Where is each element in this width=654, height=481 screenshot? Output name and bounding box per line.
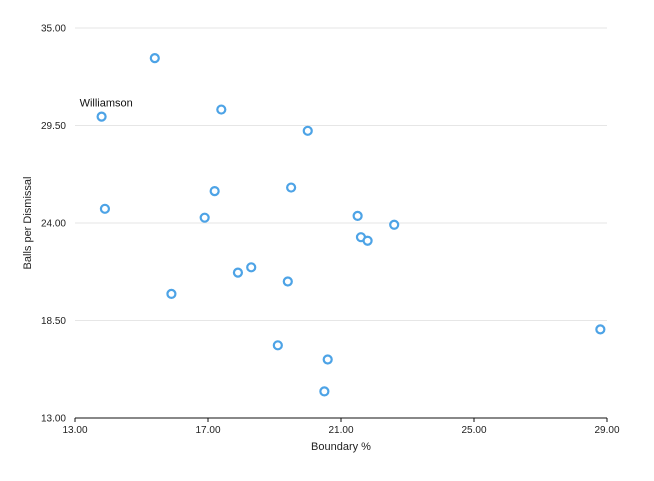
gridlines [75,27,607,321]
data-point [199,212,210,223]
data-point [286,182,297,193]
y-tick-label: 18.50 [41,316,66,327]
data-point [216,104,227,115]
x-tick-label: 25.00 [461,425,486,436]
annotations: Williamson [80,98,133,110]
data-point [149,53,160,64]
y-tick-label: 24.00 [41,219,66,230]
x-tick-labels: 13.00 17.00 21.00 25.00 29.00 [62,425,619,436]
data-point [246,262,257,273]
data-point [272,340,283,351]
data-point [389,219,400,230]
data-point [96,111,107,122]
data-point [362,235,373,246]
data-point [99,203,111,214]
y-tick-label: 35.00 [41,24,66,35]
data-point [352,210,363,222]
data-point [282,276,293,287]
axes [74,417,608,422]
x-tick-label: 13.00 [62,425,87,436]
x-tick-label: 21.00 [328,425,353,436]
y-tick-label: 29.50 [41,121,66,132]
data-point [166,288,177,300]
data-point [209,185,220,197]
x-tick-label: 17.00 [195,425,220,436]
data-point [232,267,244,278]
data-point [322,354,333,365]
y-tick-label: 13.00 [41,414,66,425]
data-point [595,324,606,335]
data-point [302,125,313,136]
data-points [96,53,606,397]
x-axis-label: Boundary % [311,441,371,453]
y-tick-labels: 13.00 18.50 24.00 29.50 35.00 [41,24,66,425]
point-annotation: Williamson [80,98,133,110]
y-axis-label: Balls per Dismissal [22,177,34,270]
x-tick-label: 29.00 [594,425,619,436]
data-point [319,386,330,397]
